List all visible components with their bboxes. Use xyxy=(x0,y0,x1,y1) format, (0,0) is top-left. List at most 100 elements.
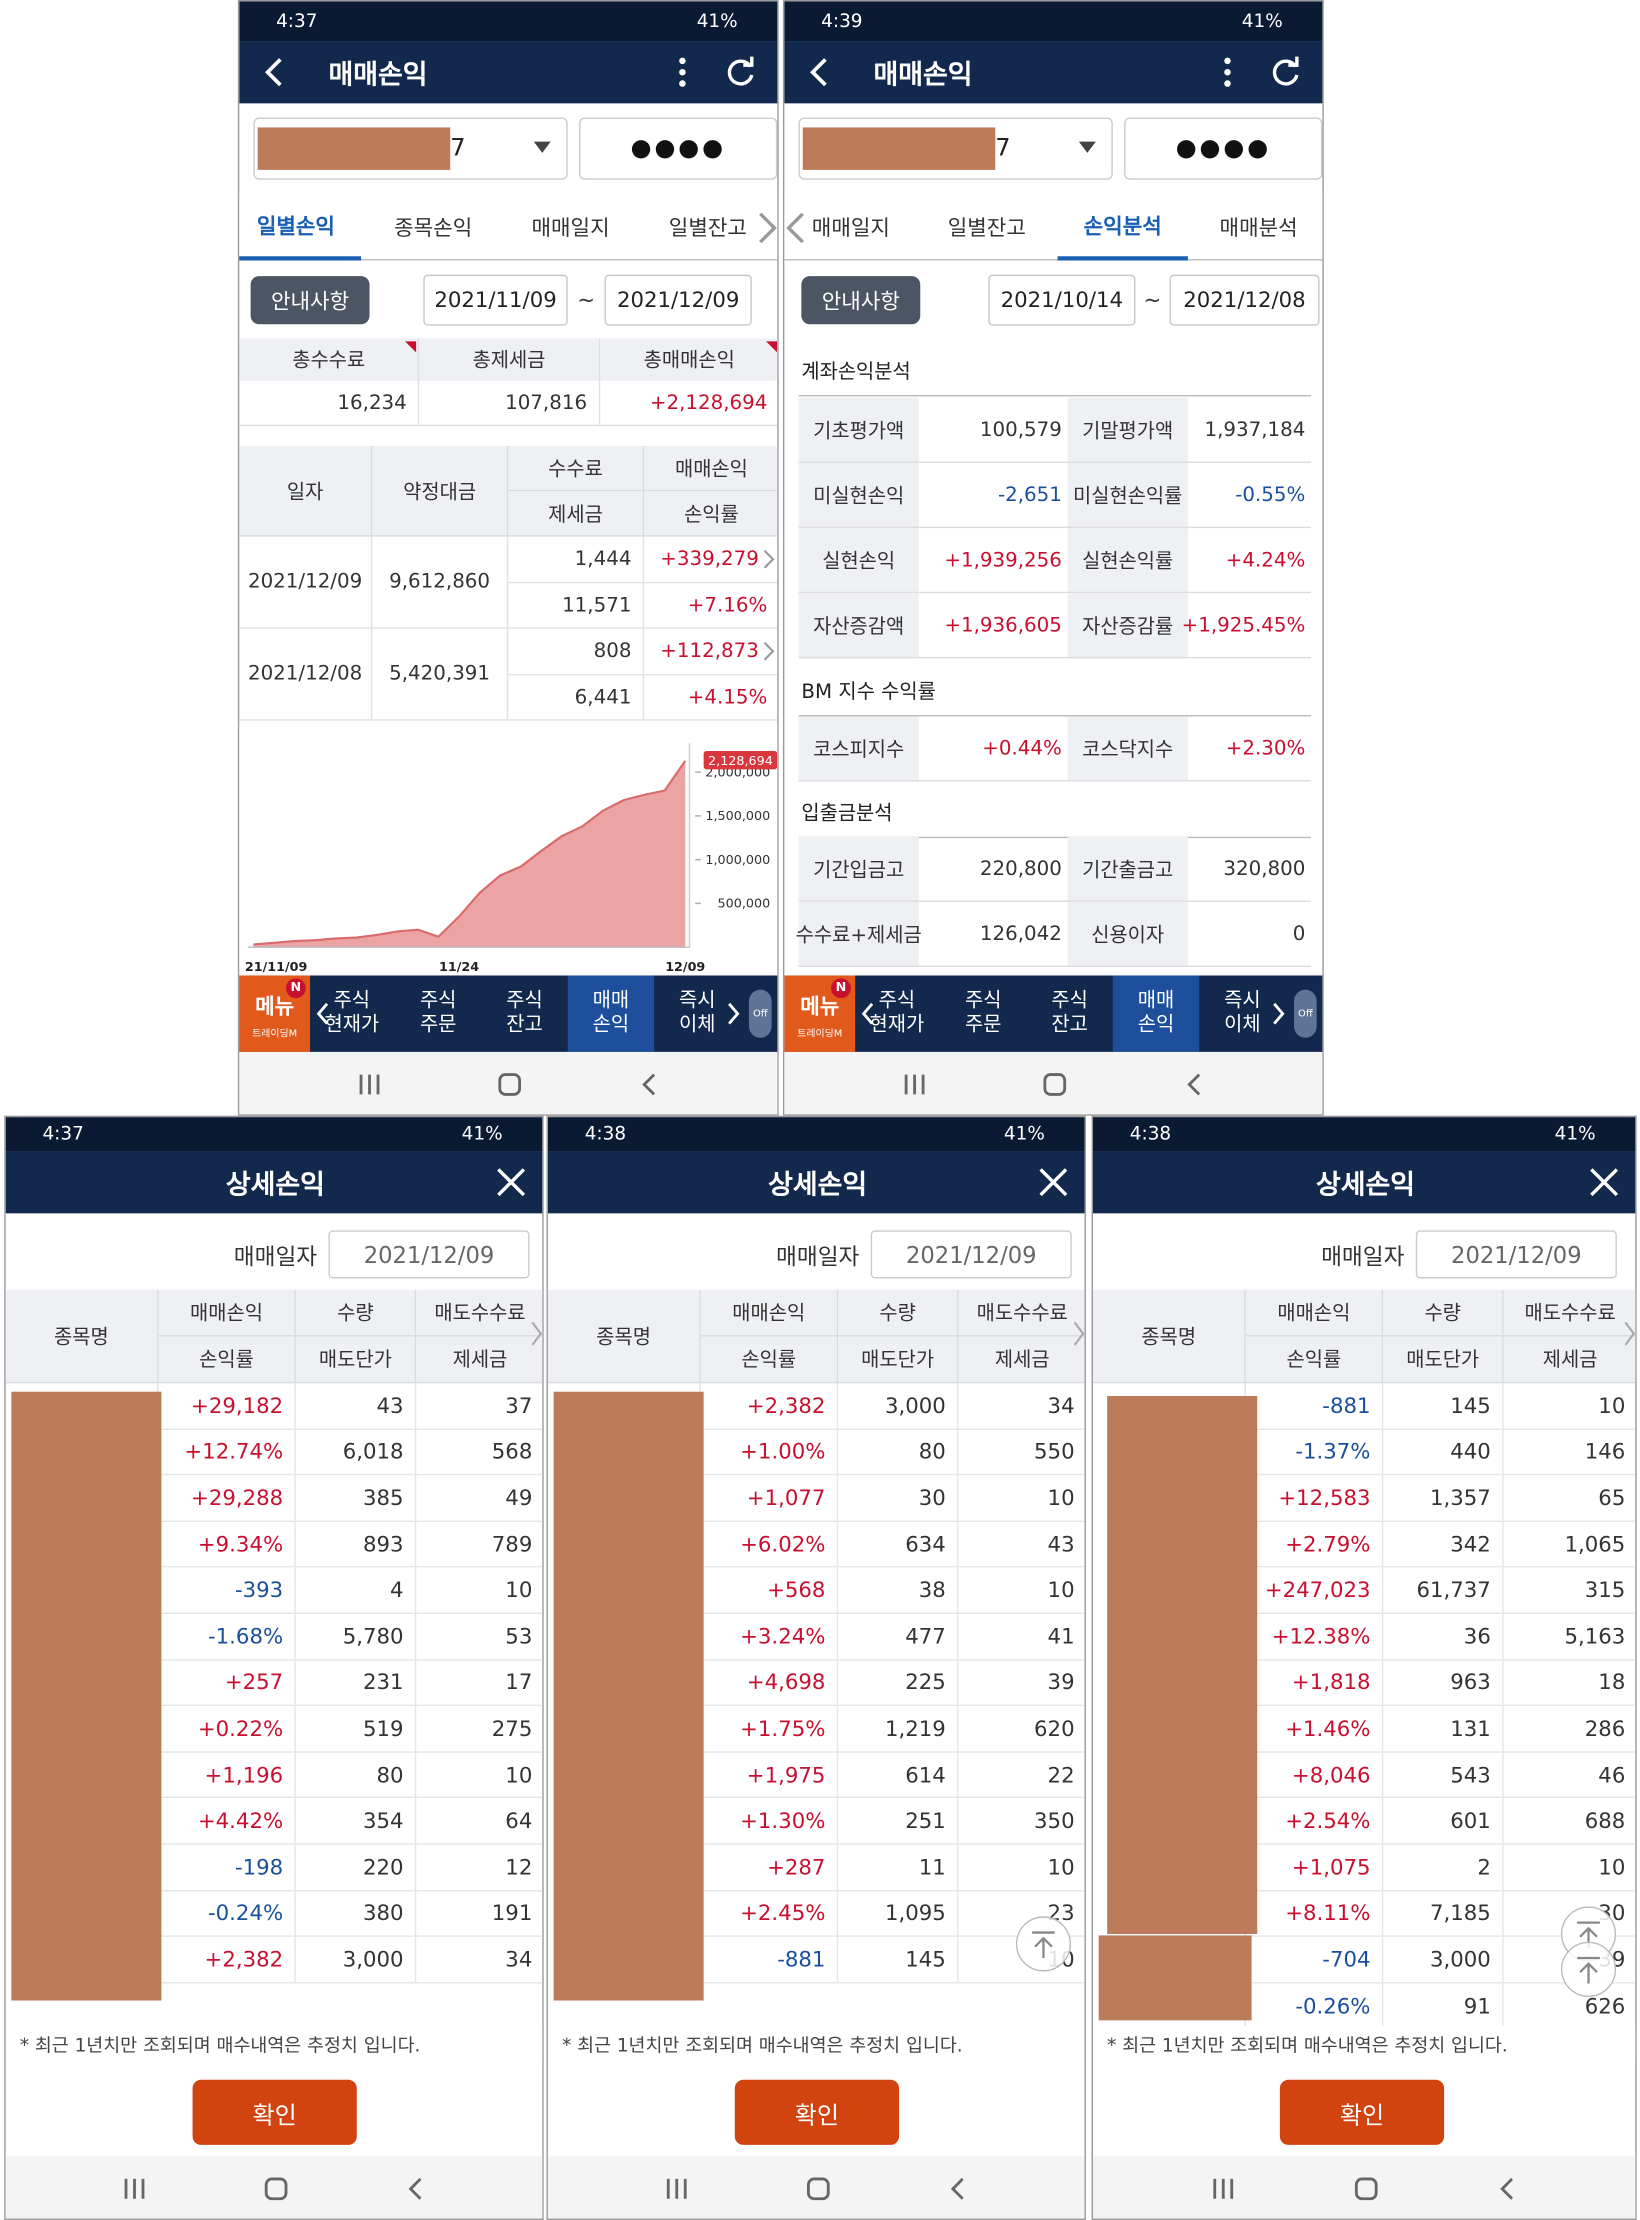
home-button[interactable] xyxy=(1041,1070,1069,1098)
back-icon[interactable] xyxy=(259,55,290,89)
home-button[interactable] xyxy=(261,2175,289,2203)
more-icon[interactable] xyxy=(1218,55,1238,89)
tab[interactable]: 일별잔고 xyxy=(668,215,747,241)
menu-item[interactable]: 매매 손익 xyxy=(567,975,655,1052)
confirm-button[interactable]: 확인 xyxy=(192,2079,357,2145)
menu-button[interactable]: 메뉴 N 트레이딩M xyxy=(239,975,311,1052)
back-button[interactable] xyxy=(636,1070,664,1098)
confirm-button[interactable]: 확인 xyxy=(734,2079,900,2145)
date-to[interactable]: 2021/12/08 xyxy=(1169,274,1320,326)
phone-screen: 4:38 41% 상세손익 매매일자 2021/12/09 종목명 매매손익 수량 매도수수료 손… xyxy=(1091,1115,1637,2220)
table-cell: 146 xyxy=(1503,1429,1636,1476)
trade-date-field[interactable]: 2021/12/09 xyxy=(328,1230,530,1279)
recent-apps-button[interactable] xyxy=(900,1070,928,1098)
date-from[interactable]: 2021/11/09 xyxy=(423,274,568,326)
home-button[interactable] xyxy=(803,2175,831,2203)
icon-shape xyxy=(759,212,777,244)
home-button[interactable] xyxy=(496,1070,524,1098)
table-cell: 7,185 xyxy=(1383,1890,1504,1938)
tab[interactable]: 매매분석 xyxy=(1219,215,1298,241)
password-field[interactable]: ●●●● xyxy=(1124,117,1323,180)
refresh-icon[interactable] xyxy=(1269,55,1303,89)
menu-item[interactable]: 즉시 이체 xyxy=(654,975,740,1051)
menu-item[interactable]: 주식 주문 xyxy=(395,975,481,1051)
table-header: 매매손익 xyxy=(158,1289,296,1337)
icon-shape xyxy=(679,57,686,65)
recent-apps-button[interactable] xyxy=(1210,2175,1238,2203)
modal-title: 상세손익 xyxy=(768,1168,868,1200)
tab-scroll-right[interactable] xyxy=(757,211,777,245)
back-button[interactable] xyxy=(944,2175,972,2203)
back-button[interactable] xyxy=(1493,2175,1521,2203)
menu-item[interactable]: 주식 주문 xyxy=(940,975,1026,1051)
trade-date-field[interactable]: 2021/12/09 xyxy=(1415,1230,1617,1279)
close-button[interactable] xyxy=(1036,1165,1070,1199)
summary-value: +2,128,694 xyxy=(599,381,778,427)
table-header: 수량 xyxy=(295,1289,417,1337)
notice-button[interactable]: 안내사항 xyxy=(250,276,370,325)
menu-toggle[interactable]: Off xyxy=(1294,989,1317,1038)
icon-shape xyxy=(1187,1073,1201,1096)
table-scroll-right[interactable] xyxy=(1624,1321,1636,1346)
close-button[interactable] xyxy=(494,1165,528,1199)
icon-shape xyxy=(1577,1956,1600,1984)
table-header: 매도단가 xyxy=(295,1336,417,1384)
scroll-top-button[interactable] xyxy=(1560,1941,1617,1998)
home-button[interactable] xyxy=(1351,2175,1379,2203)
table-cell: 614 xyxy=(838,1752,959,1799)
icon-shape xyxy=(533,141,551,153)
date-to[interactable]: 2021/12/09 xyxy=(604,274,752,326)
menu-scroll-right[interactable] xyxy=(1271,1001,1285,1026)
tab[interactable]: 일별잔고 xyxy=(947,215,1026,241)
tab-scroll-left[interactable] xyxy=(786,211,806,245)
account-suffix: 7 xyxy=(995,134,1011,163)
table-scroll-right[interactable] xyxy=(1073,1321,1085,1346)
notice-button[interactable]: 안내사항 xyxy=(801,276,921,325)
table-scroll-right[interactable] xyxy=(531,1321,543,1346)
account-select[interactable]: 7 xyxy=(253,117,568,180)
confirm-button[interactable]: 확인 xyxy=(1279,2079,1445,2145)
table-header: 손익률 xyxy=(700,1336,839,1384)
menu-toggle[interactable]: Off xyxy=(748,989,772,1038)
row-detail-arrow[interactable] xyxy=(763,549,775,569)
account-select[interactable]: 7 xyxy=(798,117,1113,180)
row-detail-arrow[interactable] xyxy=(763,641,775,661)
tab[interactable]: 종목손익 xyxy=(394,215,473,241)
icon-shape xyxy=(405,341,417,353)
table-cell: +7.16% xyxy=(644,583,778,629)
menu-button[interactable]: 메뉴 N 트레이딩M xyxy=(784,975,856,1052)
menu-item-line: 현재가 xyxy=(869,1013,925,1037)
menu-item[interactable]: 주식 잔고 xyxy=(481,975,567,1051)
back-icon[interactable] xyxy=(804,55,835,89)
tab[interactable]: 매매일지 xyxy=(531,215,610,241)
menu-item[interactable]: 즉시 이체 xyxy=(1199,975,1285,1051)
scroll-top-button[interactable] xyxy=(1015,1916,1072,1973)
trade-date-field[interactable]: 2021/12/09 xyxy=(870,1230,1072,1279)
back-button[interactable] xyxy=(401,2175,429,2203)
back-button[interactable] xyxy=(1181,1070,1209,1098)
menu-scroll-left[interactable] xyxy=(861,1001,875,1026)
menu-item[interactable]: 주식 잔고 xyxy=(1026,975,1112,1051)
recent-apps-button[interactable] xyxy=(663,2175,691,2203)
close-button[interactable] xyxy=(1587,1165,1621,1199)
recent-apps-button[interactable] xyxy=(355,1070,383,1098)
tab[interactable]: 손익분석 xyxy=(1057,194,1188,261)
tab[interactable]: 일별손익 xyxy=(239,194,362,261)
table-cell: +2,382 xyxy=(700,1383,839,1430)
date-from[interactable]: 2021/10/14 xyxy=(988,274,1136,326)
icon-shape xyxy=(763,642,775,661)
refresh-icon[interactable] xyxy=(723,55,757,89)
menu-item[interactable]: 주식 현재가 xyxy=(309,975,395,1051)
table-header: 매매손익 xyxy=(1245,1289,1384,1337)
more-icon[interactable] xyxy=(673,55,693,89)
table-cell: 2021/12/09 xyxy=(239,536,373,629)
recent-apps-button[interactable] xyxy=(121,2175,149,2203)
status-bar: 4:37 41% xyxy=(239,1,778,42)
tab[interactable]: 매매일지 xyxy=(811,215,890,241)
menu-scroll-right[interactable] xyxy=(726,1001,740,1026)
menu-item[interactable]: 매매 손익 xyxy=(1112,975,1200,1052)
menu-item[interactable]: 주식 현재가 xyxy=(854,975,940,1051)
password-field[interactable]: ●●●● xyxy=(579,117,778,180)
menu-scroll-left[interactable] xyxy=(316,1001,330,1026)
table-cell: 191 xyxy=(416,1891,543,1938)
